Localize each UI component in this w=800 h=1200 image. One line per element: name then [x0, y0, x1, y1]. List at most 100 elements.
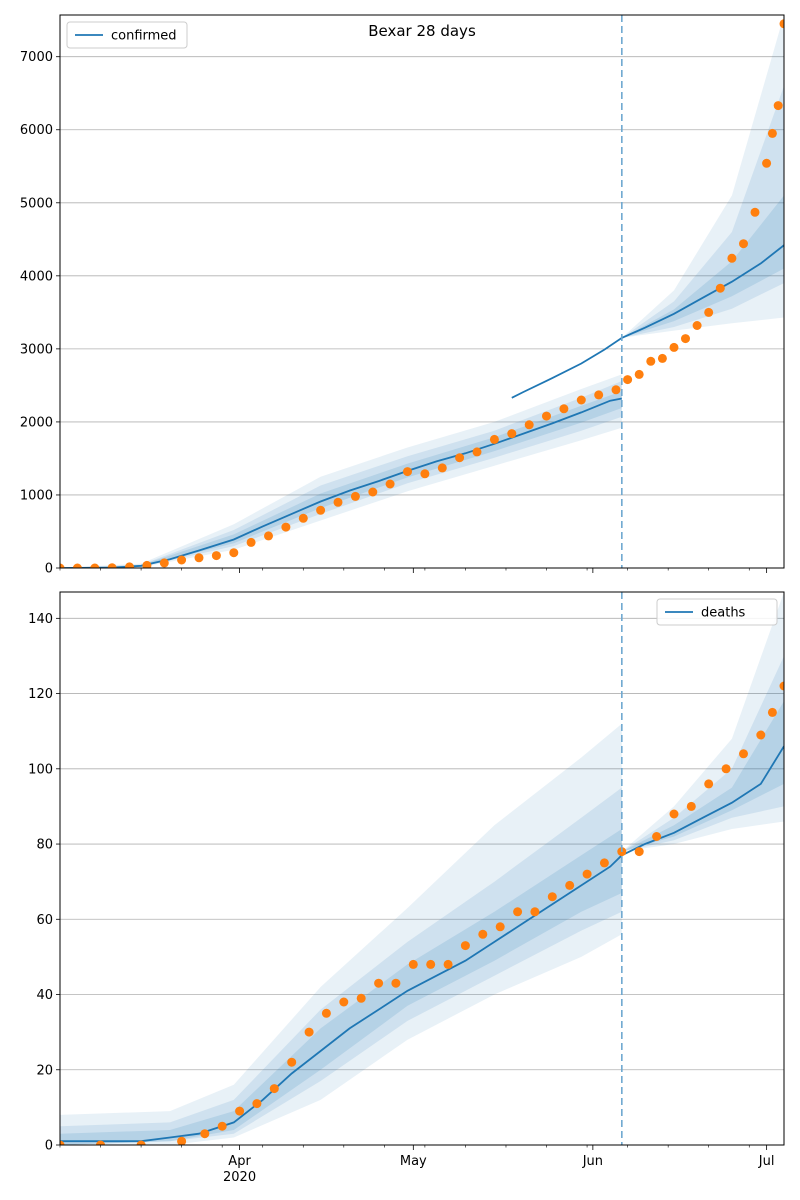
y-tick-label: 4000	[20, 269, 53, 284]
deaths-line	[60, 745, 784, 1143]
observed-point	[657, 353, 667, 363]
x-tick-label: May	[400, 1154, 427, 1169]
observed-point	[136, 1140, 146, 1145]
observed-point	[426, 959, 436, 969]
observed-point	[403, 467, 412, 477]
plot-area	[60, 592, 784, 1145]
y-tick-label: 7000	[20, 50, 53, 65]
observed-point	[269, 1084, 279, 1094]
observed-point	[750, 207, 760, 217]
observed-point	[298, 513, 308, 523]
interval-band-outer	[60, 723, 622, 1145]
x-tick-label: Jun	[582, 1154, 603, 1169]
legend-box	[66, 21, 188, 49]
interval-band-outer	[60, 374, 622, 568]
observed-point	[333, 497, 343, 507]
observed-point	[576, 395, 586, 405]
observed-point	[756, 730, 766, 740]
legend: deaths	[656, 598, 778, 626]
x-tick-label: Apr	[228, 1154, 251, 1169]
observed-point	[646, 356, 656, 366]
y-tick-label: 1000	[20, 488, 53, 503]
legend: confirmed	[66, 21, 188, 49]
observed-point	[107, 563, 117, 568]
observed-point	[90, 563, 100, 568]
y-tick-label: 5000	[20, 196, 53, 211]
observed-point	[287, 1057, 297, 1067]
observed-point	[652, 832, 662, 841]
observed-point	[559, 404, 569, 414]
y-tick-label: 80	[36, 838, 53, 853]
observed-point	[229, 548, 239, 558]
interval-band-forecast-inner	[621, 195, 784, 338]
observed-point	[200, 1129, 210, 1139]
y-tick-label: 60	[36, 913, 53, 928]
observed-point	[368, 487, 378, 497]
observed-point	[634, 369, 644, 379]
observed-point	[669, 342, 679, 352]
data-layer	[60, 592, 784, 1145]
observed-point	[779, 19, 784, 29]
observed-point	[542, 411, 551, 421]
observed-point	[692, 321, 702, 330]
y-tick-label: 0	[45, 562, 53, 577]
y-tick-label: 100	[28, 762, 53, 777]
observed-point	[565, 880, 575, 890]
observed-point	[211, 551, 221, 561]
observed-point	[125, 562, 134, 568]
observed-point	[715, 283, 725, 293]
observed-point	[217, 1121, 227, 1131]
observed-point	[72, 563, 82, 568]
y-tick-label: 120	[28, 687, 53, 702]
observed-point	[779, 681, 784, 691]
observed-point	[773, 101, 783, 111]
observed-point	[350, 491, 360, 501]
legend-label: deaths	[701, 606, 746, 621]
observed-point	[60, 1140, 65, 1145]
observed-point	[507, 429, 517, 439]
observed-point	[611, 385, 621, 395]
interval-band-forecast-middle	[621, 656, 784, 852]
confirmed-line	[60, 397, 622, 568]
observed-point	[472, 447, 482, 457]
observed-point	[681, 334, 690, 344]
projection-line-1	[511, 244, 784, 399]
observed-point	[495, 922, 505, 932]
observed-point	[159, 558, 169, 568]
y-tick-label: 0	[45, 1139, 53, 1154]
observed-point	[316, 505, 326, 515]
observed-point	[96, 1140, 105, 1145]
axes-frame	[59, 591, 785, 1146]
observed-point	[513, 907, 523, 917]
observed-point	[304, 1027, 314, 1037]
y-tick-label: 2000	[20, 415, 53, 430]
observed-point	[547, 892, 557, 902]
confirmed-panel: 0 1000 2000 3000 4000 5000 6000 7000 Bexar 28 da…	[20, 14, 785, 577]
observed-point	[408, 959, 418, 969]
observed-point	[246, 537, 256, 547]
observed-point	[460, 941, 470, 951]
observed-point	[623, 375, 633, 385]
legend-box	[656, 598, 778, 626]
data-layer	[60, 15, 784, 568]
observed-point	[669, 809, 679, 819]
observed-point	[391, 978, 401, 988]
observed-point	[478, 929, 488, 939]
observed-point	[194, 553, 204, 563]
interval-band-forecast-outer	[621, 15, 784, 338]
observed-point	[739, 239, 748, 249]
chart-title: Bexar 28 days	[368, 22, 476, 40]
x-tick-label: Jul	[758, 1154, 775, 1169]
observed-point	[767, 128, 777, 138]
interval-band-forecast-inner	[621, 701, 784, 852]
interval-band-middle	[60, 787, 622, 1145]
y-tick-label: 3000	[20, 342, 53, 357]
observed-point	[686, 801, 696, 811]
observed-point	[599, 858, 609, 868]
observed-point	[264, 531, 273, 541]
interval-band-forecast-outer	[621, 592, 784, 852]
observed-point	[582, 869, 592, 879]
observed-point	[721, 764, 731, 774]
observed-point	[704, 307, 714, 317]
